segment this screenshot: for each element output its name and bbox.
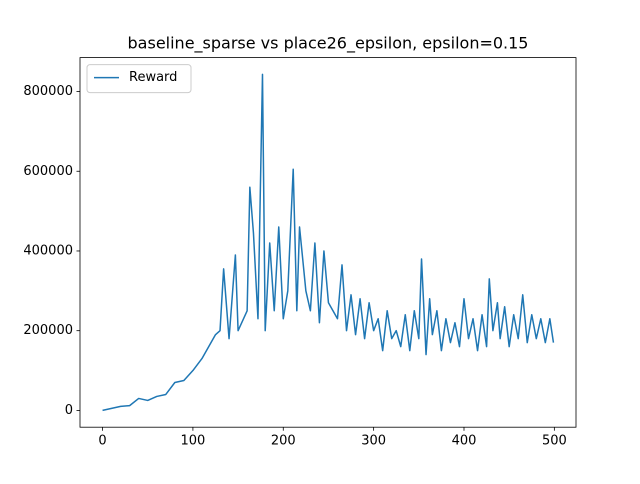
x-tick-label: 400 <box>452 434 477 449</box>
y-tick-label: 0 <box>65 403 73 418</box>
chart-title: baseline_sparse vs place26_epsilon, epsi… <box>128 34 529 54</box>
y-tick-label: 800000 <box>23 84 73 99</box>
y-tick-label: 200000 <box>23 323 73 338</box>
legend-label: Reward <box>129 70 177 85</box>
x-tick-label: 200 <box>271 434 296 449</box>
data-line <box>102 73 555 412</box>
y-tick-label: 600000 <box>23 164 73 179</box>
x-tick-label: 500 <box>542 434 567 449</box>
x-tick-label: 300 <box>361 434 386 449</box>
x-tick-label: 0 <box>98 434 106 449</box>
legend-box <box>86 64 192 94</box>
plot-frame <box>79 57 577 428</box>
y-tick-label: 400000 <box>23 243 73 258</box>
x-tick-label: 100 <box>180 434 205 449</box>
